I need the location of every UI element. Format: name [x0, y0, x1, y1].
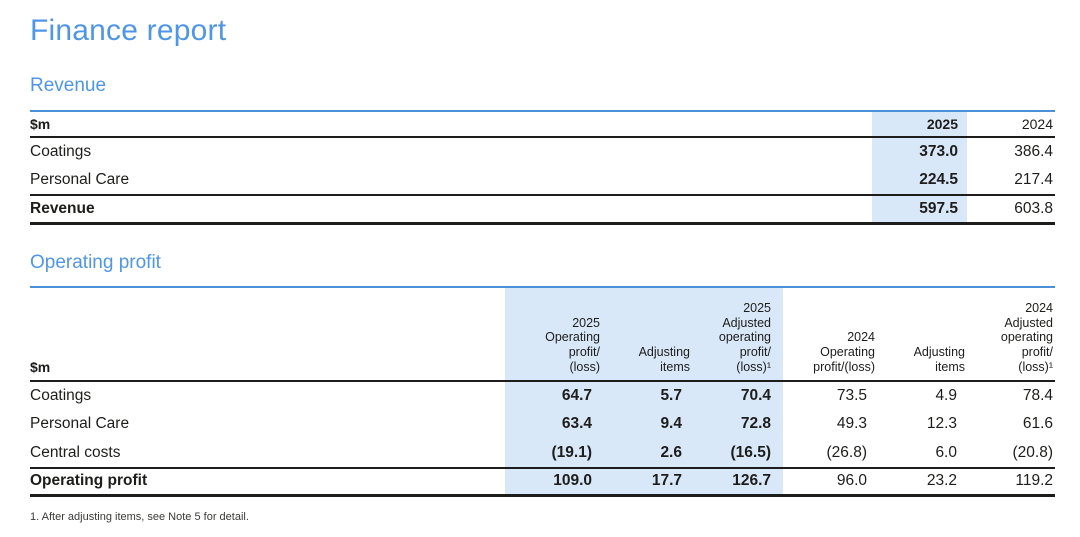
value-cell: (16.5)	[690, 438, 783, 468]
table-total-row: Operating profit 109.0 17.7 126.7 96.0 2…	[30, 466, 1055, 497]
finance-report-page: Finance report Revenue $m 2025 2024 Coat…	[30, 14, 1055, 523]
operating-table-header-row: $m 2025 Operating profit/ (loss) Adjusti…	[30, 286, 1055, 382]
value-cell: 9.4	[600, 409, 690, 439]
value-cell: 72.8	[690, 409, 783, 439]
table-row: Coatings 64.7 5.7 70.4 73.5 4.9 78.4	[30, 380, 1055, 410]
value-cell: 78.4	[1022, 386, 1053, 404]
table-row: Personal Care 224.5 217.4	[30, 166, 1055, 195]
value-cell: 17.7	[600, 466, 690, 497]
value-cell: 73.5	[836, 386, 867, 404]
value-cell: 64.7	[505, 380, 600, 410]
revenue-table-header-row: $m 2025 2024	[30, 111, 1055, 138]
value-cell: (26.8)	[826, 443, 868, 461]
column-header-adjusting-items-2024: Adjusting items	[875, 286, 965, 382]
row-label: Personal Care	[30, 171, 130, 188]
value-cell: 119.2	[965, 466, 1055, 497]
column-header-2024-adjusted-operating-profit: 2024 Adjusted operating profit/ (loss)¹	[965, 286, 1055, 382]
column-header-2024: 2024	[967, 111, 1055, 138]
value-cell: 63.4	[505, 409, 600, 439]
revenue-table: $m 2025 2024 Coatings 373.0 386.4 Person…	[30, 110, 1055, 225]
section-heading-revenue: Revenue	[30, 75, 107, 96]
column-header-2024-operating-profit: 2024 Operating profit/(loss)	[783, 286, 875, 382]
table-row: Central costs (19.1) 2.6 (16.5) (26.8) 6…	[30, 438, 1055, 468]
row-label: Operating profit	[30, 466, 505, 497]
value-cell: 126.7	[690, 466, 783, 497]
unit-label: $m	[30, 286, 505, 382]
value-cell: 6.0	[935, 443, 957, 461]
table-row: Personal Care 63.4 9.4 72.8 49.3 12.3 61…	[30, 409, 1055, 439]
value-cell: 217.4	[1014, 171, 1053, 188]
column-header-2025-adjusted-operating-profit: 2025 Adjusted operating profit/ (loss)¹	[690, 286, 783, 382]
column-header-adjusting-items-2025: Adjusting items	[600, 286, 690, 382]
row-label: Coatings	[30, 143, 92, 160]
section-heading-operating-profit: Operating profit	[30, 251, 161, 273]
table-row: Coatings 373.0 386.4	[30, 137, 1055, 166]
row-label: Central costs	[30, 443, 121, 461]
value-cell: 224.5	[872, 166, 967, 195]
value-cell: (20.8)	[1012, 443, 1054, 461]
operating-profit-table: $m 2025 Operating profit/ (loss) Adjusti…	[30, 285, 1055, 497]
row-label: Personal Care	[30, 415, 130, 432]
column-header-2025-operating-profit: 2025 Operating profit/ (loss)	[505, 286, 600, 382]
value-cell: 597.5	[872, 194, 967, 225]
value-cell: (19.1)	[505, 438, 600, 468]
value-cell: 5.7	[600, 380, 690, 410]
column-header-2025: 2025	[872, 111, 967, 138]
value-cell: 4.9	[935, 386, 957, 404]
table-total-row: Revenue 597.5 603.8	[30, 194, 1055, 225]
row-label: Revenue	[30, 194, 872, 225]
unit-label: $m	[30, 111, 872, 138]
value-cell: 386.4	[1014, 143, 1053, 160]
value-cell: 603.8	[967, 194, 1055, 225]
value-cell: 109.0	[505, 466, 600, 497]
value-cell: 61.6	[1022, 415, 1053, 432]
value-cell: 373.0	[872, 137, 967, 166]
value-cell: 2.6	[600, 438, 690, 468]
value-cell: 23.2	[875, 466, 965, 497]
footnote: 1. After adjusting items, see Note 5 for…	[30, 511, 249, 523]
row-label: Coatings	[30, 386, 92, 404]
value-cell: 96.0	[783, 466, 875, 497]
value-cell: 12.3	[926, 415, 957, 432]
value-cell: 49.3	[836, 415, 867, 432]
page-title: Finance report	[30, 14, 227, 47]
value-cell: 70.4	[690, 380, 783, 410]
